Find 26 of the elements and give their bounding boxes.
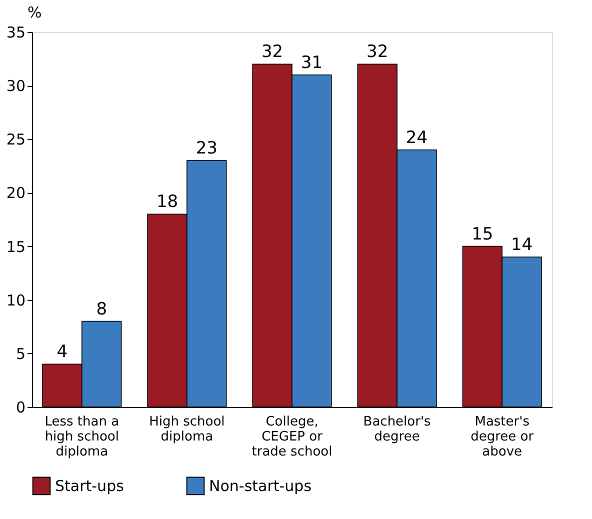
data-label: 18 [156, 192, 178, 212]
data-label: 24 [406, 128, 428, 148]
x-tick-label: Master's degree or above [470, 414, 534, 460]
data-label: 32 [261, 42, 284, 62]
x-tick-label: Less than a high school diploma [44, 414, 120, 460]
data-label: 4 [56, 342, 68, 362]
legend-label: Start-ups [55, 476, 124, 495]
y-tick-label: 25 [6, 130, 26, 149]
data-label: 14 [510, 235, 533, 255]
y-tick-label: 20 [6, 184, 26, 202]
x-tick-label: High school diploma [149, 414, 225, 444]
x-tick-label: Bachelor's degree [363, 414, 432, 444]
x-tick-label: College, CEGEP or trade school [252, 414, 332, 460]
y-tick-label: 10 [6, 291, 26, 310]
data-label: 23 [196, 138, 218, 159]
data-label: 15 [472, 224, 494, 244]
y-tick-label: 0 [16, 398, 26, 416]
y-axis-title: % [28, 4, 42, 22]
y-tick-label: 5 [16, 344, 26, 363]
y-tick-label: 15 [6, 238, 26, 256]
legend-label: Non-start-ups [209, 476, 312, 495]
data-label: 32 [366, 42, 388, 62]
y-tick-label: 35 [6, 24, 26, 42]
data-label: 8 [96, 299, 108, 320]
data-label: 31 [300, 52, 323, 73]
y-tick-label: 30 [6, 77, 26, 96]
